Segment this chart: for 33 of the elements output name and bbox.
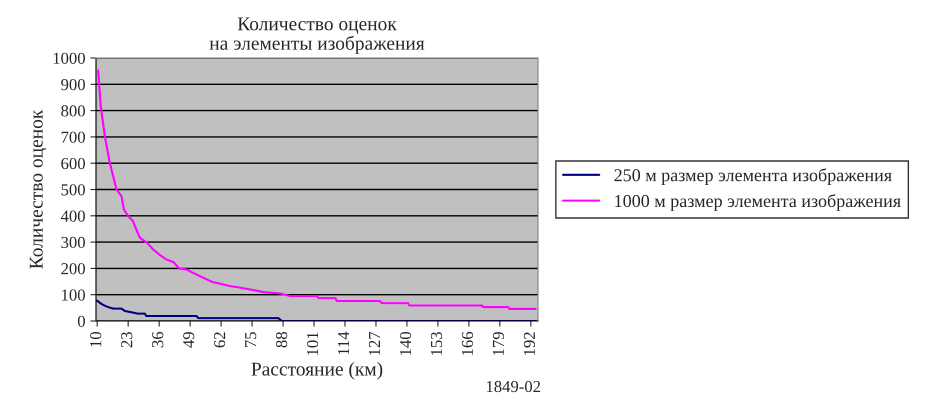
x-axis-title: Расстояние (км) [251,362,382,380]
y-tick-label: 500 [62,184,85,196]
x-tick-label: 179 [492,332,504,355]
line-series [97,69,537,310]
y-axis-title: Количество оценок [30,110,46,269]
y-tick-label: 400 [60,210,85,222]
y-tick-label: 200 [61,263,85,274]
x-tick-label: 101 [306,332,318,355]
x-tick-label: 140 [400,332,412,355]
legend-label: 250 м размер элемента изображения [614,168,892,185]
y-tick-label: 900 [61,79,85,90]
chart-title: Количество оценок на элементы изображения [210,17,424,54]
y-tick-label: 800 [61,105,85,117]
y-tick-label: 700 [62,132,85,143]
x-tick-label: 36 [152,332,164,348]
y-tick-label: 100 [62,289,85,301]
y-tick-label: 600 [61,158,85,170]
x-tick-label: 23 [121,332,132,348]
text: 1849-02 [486,380,540,392]
x-tick-label: 127 [368,332,380,355]
x-tick-label: 10 [90,332,102,347]
x-tick-label: 75 [245,332,256,347]
x-tick-label: 166 [462,332,474,355]
x-tick-label: 192 [524,332,536,355]
x-tick-label: 49 [183,332,194,348]
legend-label: 1000 м размер элемента изображения [615,194,901,211]
x-tick-label: 153 [430,332,442,355]
y-tick-label: 0 [78,316,85,327]
x-tick-label: 114 [338,332,350,354]
x-tick-label: 88 [276,332,288,348]
x-tick-label: 62 [214,332,226,348]
y-tick-label: 1000 [54,52,85,64]
y-tick-label: 300 [61,236,85,248]
